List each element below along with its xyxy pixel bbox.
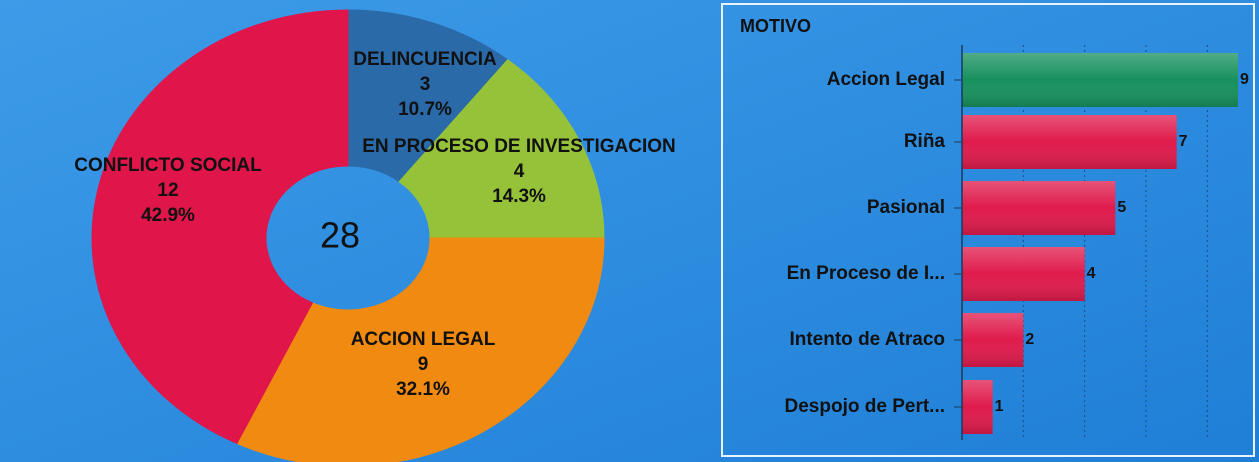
- bar-sheen: [962, 53, 1238, 107]
- slice-name: DELINCUENCIA: [353, 49, 497, 70]
- bar-value: 1: [995, 398, 1004, 415]
- bar-sheen: [962, 181, 1116, 235]
- bar-sheen: [962, 380, 993, 434]
- y-tick-label: Riña: [904, 131, 946, 152]
- bar-value: 4: [1087, 265, 1096, 282]
- slice-percent: 42.9%: [141, 205, 195, 226]
- donut-chart: DELINCUENCIA 3 10.7% EN PROCESO DE INVESTIG…: [74, 9, 676, 462]
- donut-slice: [347, 9, 509, 183]
- bar-value: 9: [1240, 71, 1249, 88]
- bar-panel: [721, 3, 1255, 457]
- bar-value: 7: [1179, 133, 1188, 150]
- slice-value: 9: [418, 354, 429, 375]
- slice-percent: 10.7%: [398, 99, 452, 120]
- y-tick-label: En Proceso de I...: [787, 263, 945, 284]
- slice-name: EN PROCESO DE INVESTIGACION: [362, 136, 676, 157]
- slice-name: CONFLICTO SOCIAL: [74, 155, 262, 176]
- slice-percent: 32.1%: [396, 379, 450, 400]
- donut-slice: [236, 237, 605, 462]
- bar-chart: MOTIVO 9 Accion Legal 7 Riña 5 Pasional 4 En Pro…: [740, 16, 1249, 440]
- bar-sheen: [962, 313, 1024, 367]
- slice-percent: 14.3%: [492, 186, 546, 207]
- bar-sheen: [962, 247, 1085, 301]
- donut-total: 28: [320, 215, 360, 256]
- slice-value: 4: [514, 161, 525, 182]
- y-tick-label: Intento de Atraco: [789, 329, 945, 350]
- chart-title: MOTIVO: [740, 16, 811, 36]
- slice-value: 12: [157, 180, 178, 201]
- slice-name: ACCION LEGAL: [351, 329, 496, 350]
- donut-slice: [91, 9, 349, 445]
- y-tick-label: Pasional: [867, 197, 945, 218]
- bar-value: 2: [1025, 331, 1034, 348]
- bar-value: 5: [1117, 199, 1126, 216]
- y-tick-label: Accion Legal: [827, 69, 945, 90]
- bar-sheen: [962, 115, 1177, 169]
- slice-value: 3: [420, 74, 431, 95]
- donut-slice: [398, 59, 605, 239]
- y-tick-label: Despojo de Pert...: [785, 396, 945, 417]
